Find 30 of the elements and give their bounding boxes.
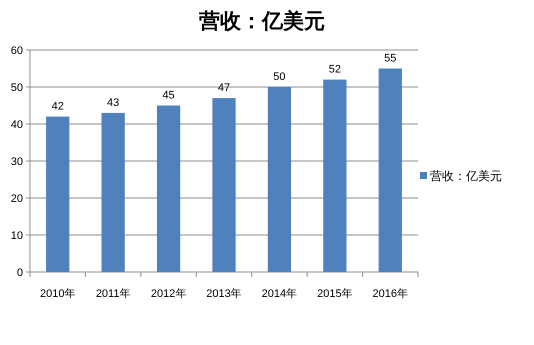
data-label: 47 bbox=[218, 82, 230, 94]
bar bbox=[378, 68, 402, 272]
x-tick-label: 2011年 bbox=[96, 288, 130, 300]
x-tick-label: 2014年 bbox=[262, 288, 298, 300]
bar bbox=[156, 106, 180, 272]
bar bbox=[323, 80, 346, 272]
bar bbox=[268, 87, 292, 272]
y-tick-label: 30 bbox=[10, 156, 23, 168]
data-label: 42 bbox=[52, 100, 64, 113]
y-tick-label: 0 bbox=[16, 267, 23, 279]
bar bbox=[46, 116, 70, 272]
x-tick-label: 2015年 bbox=[317, 288, 353, 300]
y-tick-label: 60 bbox=[10, 45, 23, 57]
y-tick-label: 20 bbox=[10, 193, 23, 205]
x-tick-label: 2016年 bbox=[372, 288, 408, 300]
bar bbox=[212, 98, 236, 272]
y-tick-label: 10 bbox=[10, 230, 23, 242]
y-tick-label: 50 bbox=[10, 82, 23, 94]
data-label: 45 bbox=[162, 90, 175, 102]
x-tick-label: 2013年 bbox=[206, 288, 242, 300]
x-tick-label: 2010年 bbox=[40, 288, 76, 300]
x-tick-label: 2012年 bbox=[150, 288, 186, 300]
chart-title: 营收：亿美元 bbox=[198, 9, 325, 33]
data-label: 52 bbox=[328, 64, 341, 76]
data-label: 55 bbox=[384, 52, 396, 64]
y-tick-label: 40 bbox=[10, 119, 23, 131]
data-label: 50 bbox=[273, 71, 286, 83]
legend-label: 营收：亿美元 bbox=[430, 169, 502, 183]
bar bbox=[102, 112, 125, 272]
data-label: 43 bbox=[107, 96, 120, 109]
